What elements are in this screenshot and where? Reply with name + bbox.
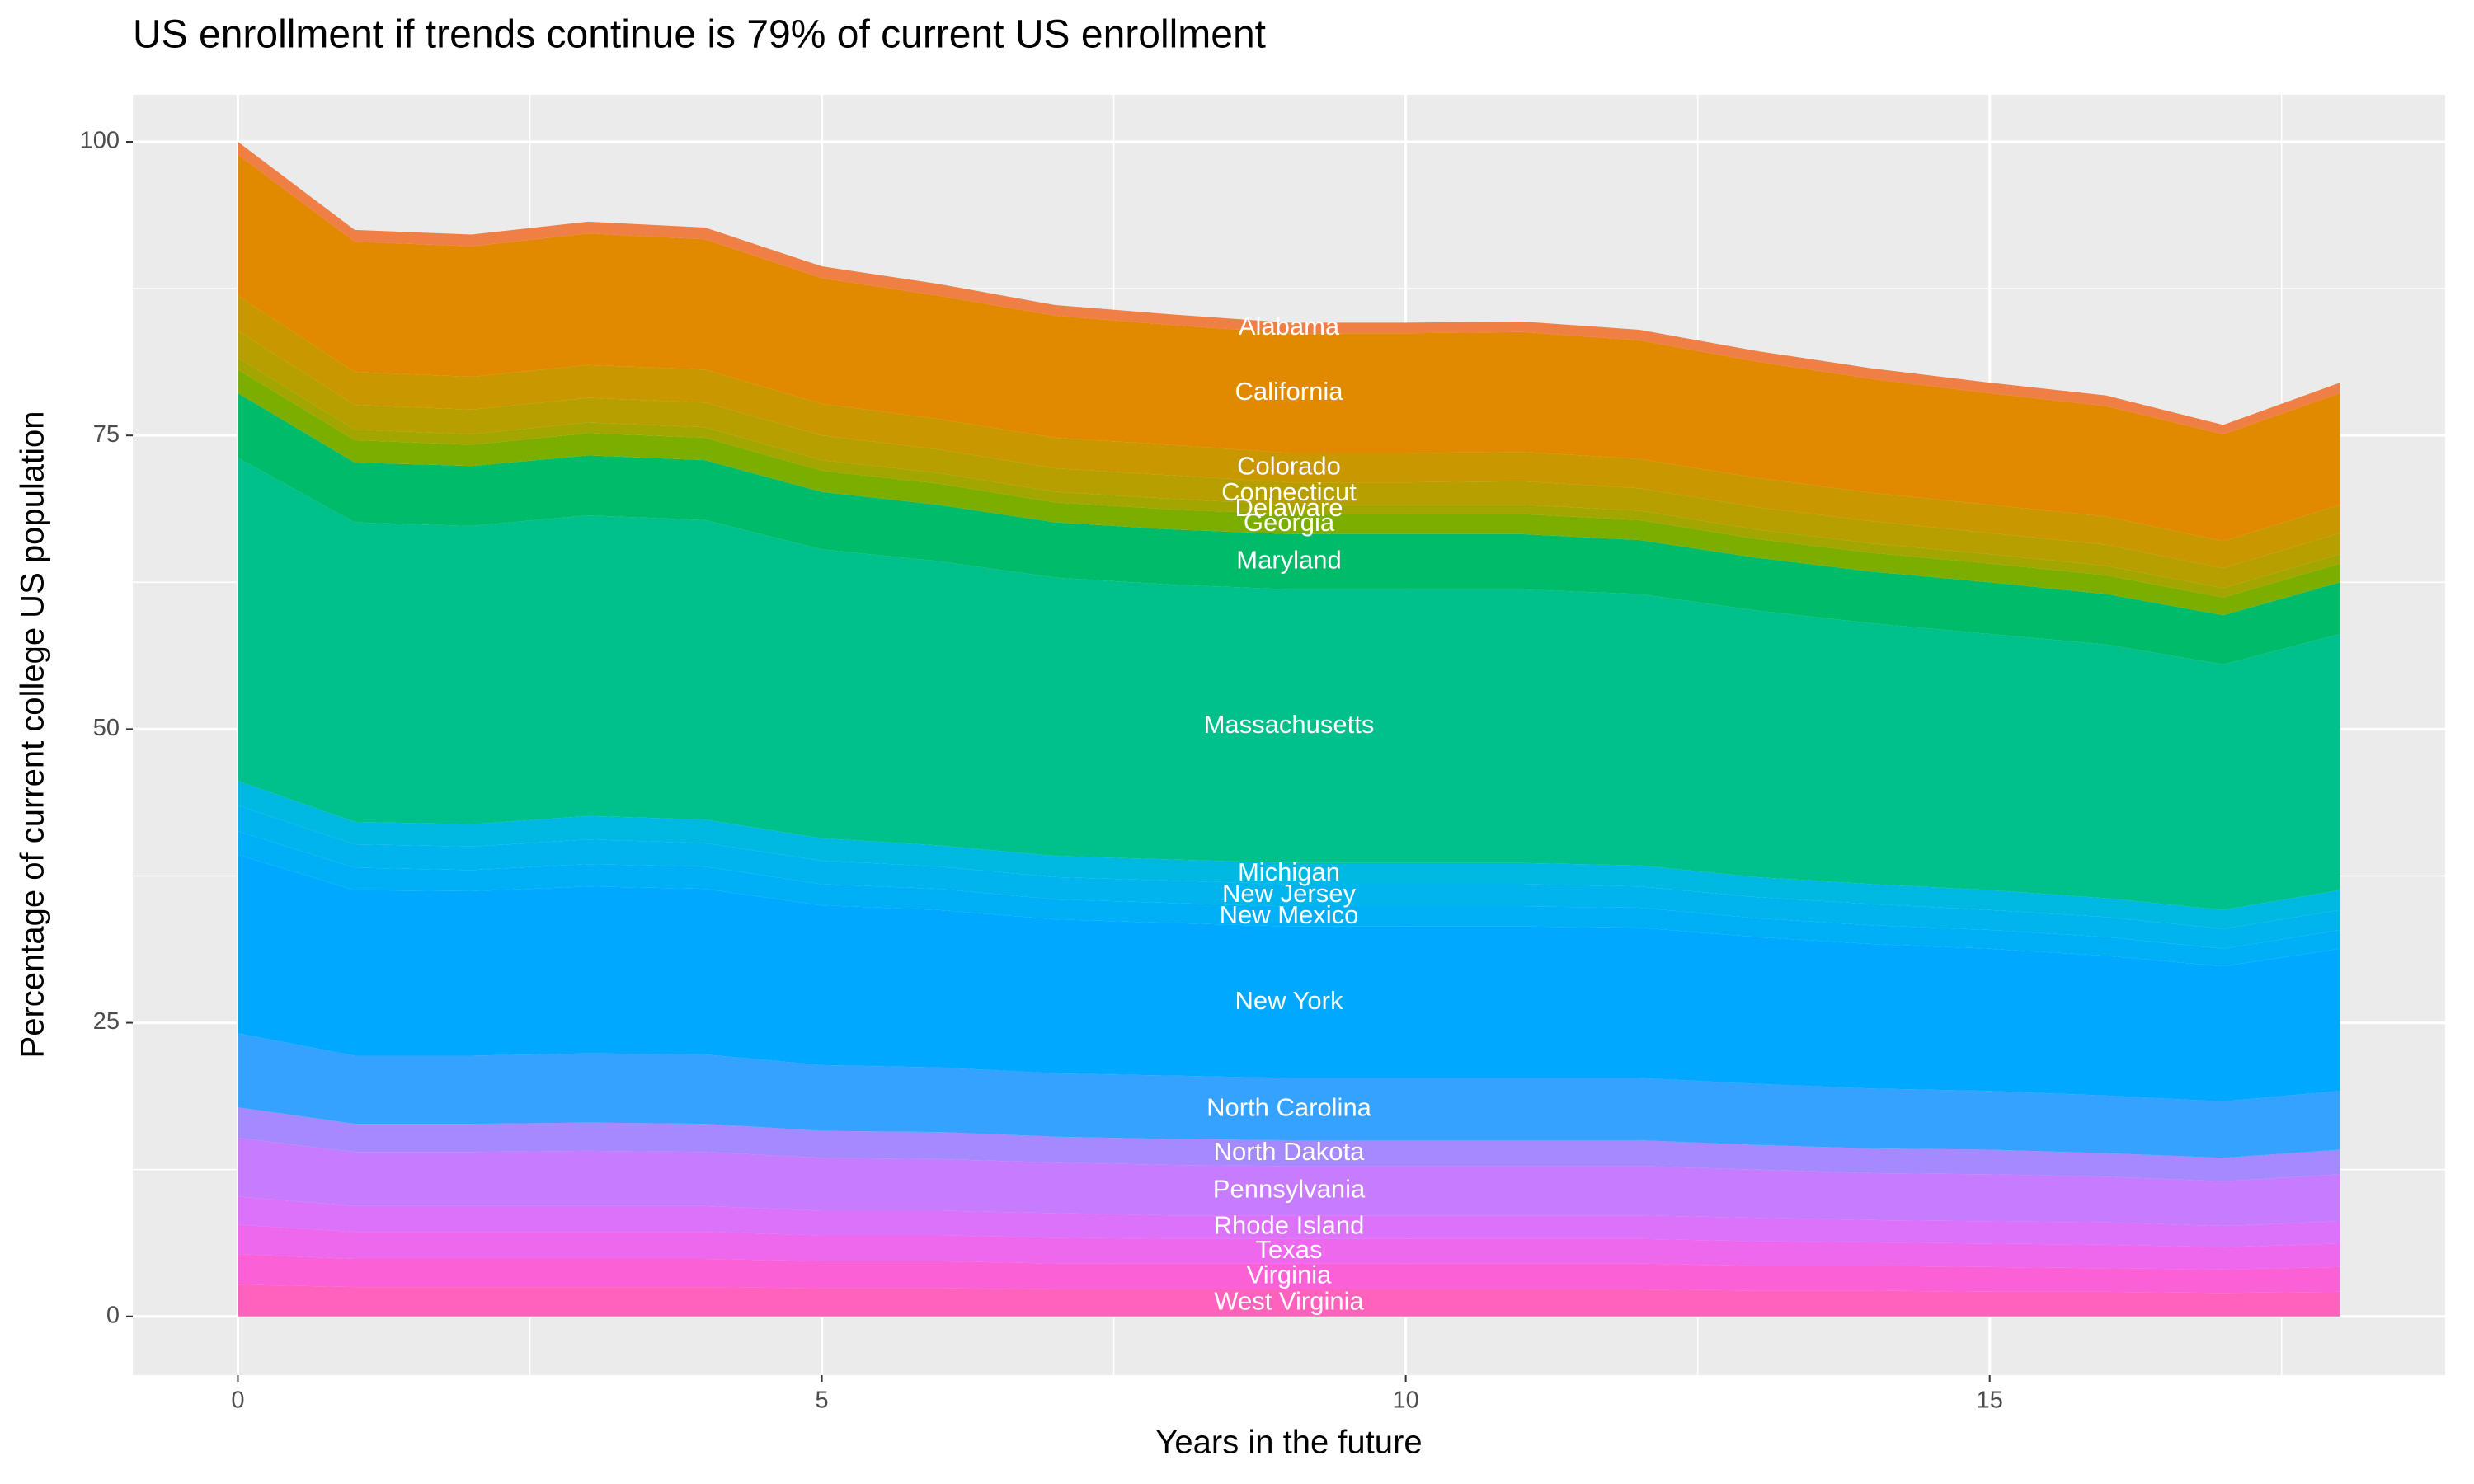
area-label: North Dakota — [1214, 1137, 1365, 1166]
x-axis-title: Years in the future — [1155, 1425, 1422, 1461]
area — [238, 854, 2340, 1102]
y-tick-label: 50 — [93, 715, 120, 741]
area — [238, 1196, 2340, 1247]
area — [238, 358, 2340, 598]
area — [238, 1284, 2340, 1317]
area-label: Georgia — [1244, 508, 1335, 537]
x-tick-label: 15 — [1977, 1388, 2003, 1414]
area-label: North Carolina — [1206, 1092, 1372, 1121]
area-label: Virginia — [1247, 1261, 1333, 1289]
y-tick-label: 25 — [93, 1008, 120, 1035]
area — [238, 1107, 2340, 1181]
y-axis-title: Percentage of current college US populat… — [15, 411, 51, 1059]
area-label: Pennsylvania — [1213, 1174, 1366, 1203]
area — [238, 831, 2340, 967]
area-label: Alabama — [1239, 312, 1340, 340]
area — [238, 141, 2340, 434]
area — [238, 369, 2340, 616]
area-label: Michigan — [1238, 857, 1340, 886]
area — [238, 781, 2340, 929]
area — [238, 295, 2340, 569]
x-tick-label: 0 — [231, 1388, 244, 1414]
area-label: Texas — [1256, 1235, 1323, 1264]
area — [238, 805, 2340, 949]
chart-title: US enrollment if trends continue is 79% … — [133, 13, 1266, 57]
area-label: New Jersey — [1222, 879, 1356, 908]
area-label: Delaware — [1235, 493, 1343, 522]
area-label: Rhode Island — [1214, 1211, 1365, 1240]
area — [238, 1224, 2340, 1270]
x-tick-label: 5 — [815, 1388, 828, 1414]
area — [238, 1138, 2340, 1227]
area — [238, 392, 2340, 665]
area — [238, 1033, 2340, 1158]
y-tick-label: 0 — [106, 1302, 120, 1328]
y-tick-label: 75 — [93, 421, 120, 448]
area-label: West Virginia — [1214, 1287, 1364, 1316]
area-label: Massachusetts — [1204, 710, 1375, 739]
area — [238, 1254, 2340, 1294]
area-label: New York — [1235, 986, 1343, 1015]
area-label: Connecticut — [1221, 477, 1357, 506]
y-tick-label: 100 — [80, 128, 120, 154]
area — [238, 331, 2340, 589]
area-label: New Mexico — [1220, 900, 1359, 929]
area-label: California — [1235, 377, 1344, 406]
area-label: Colorado — [1237, 452, 1341, 481]
area — [238, 458, 2340, 910]
area — [238, 154, 2340, 542]
x-tick-label: 10 — [1392, 1388, 1418, 1414]
area-label: Maryland — [1236, 546, 1342, 575]
